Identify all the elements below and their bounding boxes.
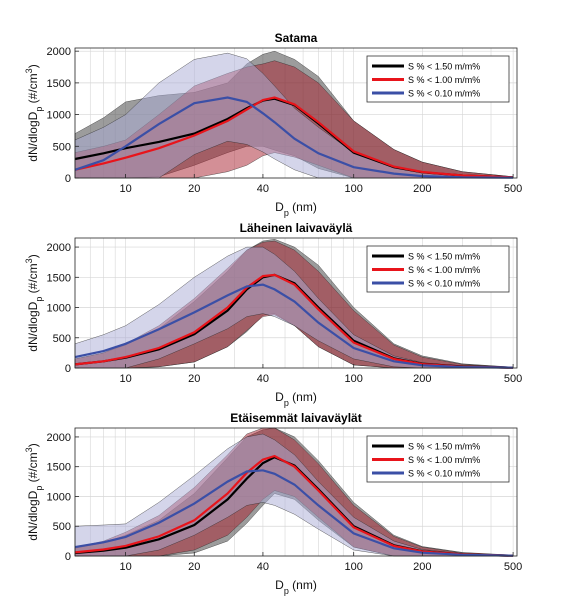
y-axis-label: dN/dlogDp (#/cm3) bbox=[24, 254, 44, 351]
panel-2: 10 20 40 100 200 500 0 500 1000 1500 2000 Läheinen … bbox=[24, 221, 522, 408]
x-axis-label: Dp (nm) bbox=[275, 578, 317, 596]
y-tick-label: 1000 bbox=[47, 491, 71, 503]
y-tick-label: 2000 bbox=[47, 432, 71, 444]
x-tick-label: 10 bbox=[119, 183, 131, 195]
legend-label-2: S % < 1.00 m/m% bbox=[408, 75, 480, 85]
y-tick-label: 1500 bbox=[47, 462, 71, 474]
x-tick-label: 500 bbox=[504, 561, 522, 573]
y-tick-label: 0 bbox=[65, 363, 71, 375]
x-tick-label: 500 bbox=[504, 183, 522, 195]
mean-line-3 bbox=[74, 283, 514, 369]
x-axis-label: Dp (nm) bbox=[275, 390, 317, 408]
y-tick-label: 0 bbox=[65, 551, 71, 563]
x-tick-label: 40 bbox=[257, 183, 269, 195]
x-axis-label: Dp (nm) bbox=[275, 200, 317, 218]
mean-line-2 bbox=[74, 454, 514, 557]
x-tick-label: 10 bbox=[119, 373, 131, 385]
x-tick-label: 20 bbox=[188, 561, 200, 573]
x-tick-label: 200 bbox=[413, 183, 431, 195]
legend-label-3: S % < 0.10 m/m% bbox=[408, 469, 480, 479]
y-axis-label: dN/dlogDp (#/cm3) bbox=[24, 64, 44, 161]
mean-line-2 bbox=[74, 96, 514, 179]
mean-line-3 bbox=[74, 96, 514, 179]
y-tick-label: 1500 bbox=[47, 78, 71, 90]
x-tick-label: 100 bbox=[345, 373, 363, 385]
x-tick-label: 100 bbox=[345, 561, 363, 573]
y-tick-label: 500 bbox=[53, 141, 71, 153]
legend-label-2: S % < 1.00 m/m% bbox=[408, 265, 480, 275]
y-tick-label: 500 bbox=[53, 521, 71, 533]
legend-label-3: S % < 0.10 m/m% bbox=[408, 89, 480, 99]
panel-title: Etäisemmät laivaväylät bbox=[230, 411, 361, 425]
legend: S % < 1.50 m/m% S % < 1.00 m/m% S % < 0.10… bbox=[366, 245, 510, 293]
y-tick-label: 1000 bbox=[47, 303, 71, 315]
y-tick-label: 500 bbox=[53, 333, 71, 345]
y-tick-label: 0 bbox=[65, 173, 71, 185]
grid bbox=[74, 238, 517, 369]
y-tick-label: 1500 bbox=[47, 272, 71, 284]
y-tick-label: 1000 bbox=[47, 110, 71, 122]
axes-frame bbox=[74, 237, 518, 369]
x-tick-label: 200 bbox=[413, 561, 431, 573]
legend-label-1: S % < 1.50 m/m% bbox=[408, 62, 480, 72]
panel-1: 10 20 40 100 200 500 0 500 1000 1500 2000 Satama Dp … bbox=[24, 31, 522, 218]
x-tick-label: 100 bbox=[345, 183, 363, 195]
legend-label-3: S % < 0.10 m/m% bbox=[408, 279, 480, 289]
x-tick-label: 20 bbox=[188, 183, 200, 195]
panel-3: 10 20 40 100 200 500 0 500 1000 1500 2000 Etäisemmä… bbox=[24, 411, 522, 596]
axes-frame bbox=[74, 427, 518, 557]
mean-line-2 bbox=[74, 273, 514, 369]
x-tick-label: 20 bbox=[188, 373, 200, 385]
axes-frame bbox=[74, 47, 518, 179]
panel-title: Satama bbox=[275, 31, 318, 45]
legend: S % < 1.50 m/m% S % < 1.00 m/m% S % < 0.10… bbox=[366, 435, 510, 483]
y-tick-label: 2000 bbox=[47, 46, 71, 58]
y-tick-label: 2000 bbox=[47, 242, 71, 254]
x-tick-label: 10 bbox=[119, 561, 131, 573]
y-axis-label: dN/dlogDp (#/cm3) bbox=[24, 443, 44, 540]
legend-label-1: S % < 1.50 m/m% bbox=[408, 252, 480, 262]
legend: S % < 1.50 m/m% S % < 1.00 m/m% S % < 0.10… bbox=[366, 55, 510, 103]
x-tick-label: 200 bbox=[413, 373, 431, 385]
x-tick-label: 40 bbox=[257, 561, 269, 573]
legend-label-1: S % < 1.50 m/m% bbox=[408, 442, 480, 452]
panel-title: Läheinen laivaväylä bbox=[240, 221, 353, 235]
legend-label-2: S % < 1.00 m/m% bbox=[408, 455, 480, 465]
x-tick-label: 500 bbox=[504, 373, 522, 385]
x-tick-label: 40 bbox=[257, 373, 269, 385]
mean-line-3 bbox=[74, 469, 514, 557]
